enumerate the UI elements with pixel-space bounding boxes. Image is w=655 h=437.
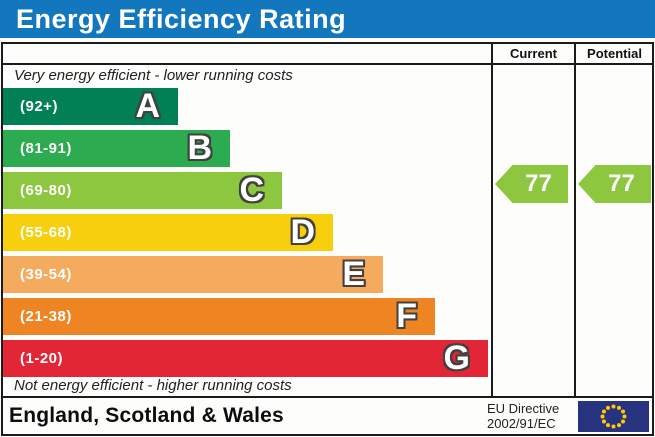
band-letter: C — [239, 171, 264, 209]
band-letter: D — [290, 213, 315, 251]
band-range-label: (81-91) — [20, 140, 72, 157]
current-column-divider — [491, 44, 493, 396]
potential-rating-value: 77 — [608, 170, 635, 197]
band-range-label: (1-20) — [20, 350, 64, 367]
band-letter: A — [135, 87, 160, 125]
band-row-e: (39-54) E — [3, 256, 383, 293]
band-row-g: (1-20) G — [3, 340, 488, 377]
region-label: England, Scotland & Wales — [9, 404, 284, 427]
title-bar: Energy Efficiency Rating — [0, 0, 655, 38]
band-range-label: (55-68) — [20, 224, 72, 241]
page-title: Energy Efficiency Rating — [16, 4, 347, 34]
potential-column-header: Potential — [587, 46, 642, 61]
bottom-caption: Not energy efficient - higher running co… — [14, 377, 292, 394]
current-rating-arrow: 77 — [495, 165, 568, 203]
band-row-d: (55-68) D — [3, 214, 333, 251]
band-letter: B — [187, 129, 212, 167]
eu-directive-line1: EU Directive — [487, 401, 560, 416]
eu-flag-icon — [578, 401, 649, 432]
header-divider — [3, 63, 652, 65]
top-caption: Very energy efficient - lower running co… — [14, 67, 293, 84]
band-range-label: (69-80) — [20, 182, 72, 199]
band-row-f: (21-38) F — [3, 298, 435, 335]
band-range-label: (21-38) — [20, 308, 72, 325]
band-letter: E — [342, 255, 365, 293]
band-range-label: (92+) — [20, 98, 58, 115]
current-column-header: Current — [510, 46, 557, 61]
footer-divider — [3, 396, 652, 398]
band-row-c: (69-80) C — [3, 172, 282, 209]
eu-directive-line2: 2002/91/EC — [487, 416, 556, 431]
eu-directive-label: EU Directive 2002/91/EC — [487, 401, 559, 431]
band-row-b: (81-91) B — [3, 130, 230, 167]
band-letter: F — [396, 297, 417, 335]
band-row-a: (92+) A — [3, 88, 178, 125]
potential-column-divider — [574, 44, 576, 396]
current-rating-value: 77 — [525, 170, 552, 197]
potential-rating-arrow: 77 — [578, 165, 651, 203]
band-range-label: (39-54) — [20, 266, 72, 283]
band-letter: G — [443, 339, 470, 377]
